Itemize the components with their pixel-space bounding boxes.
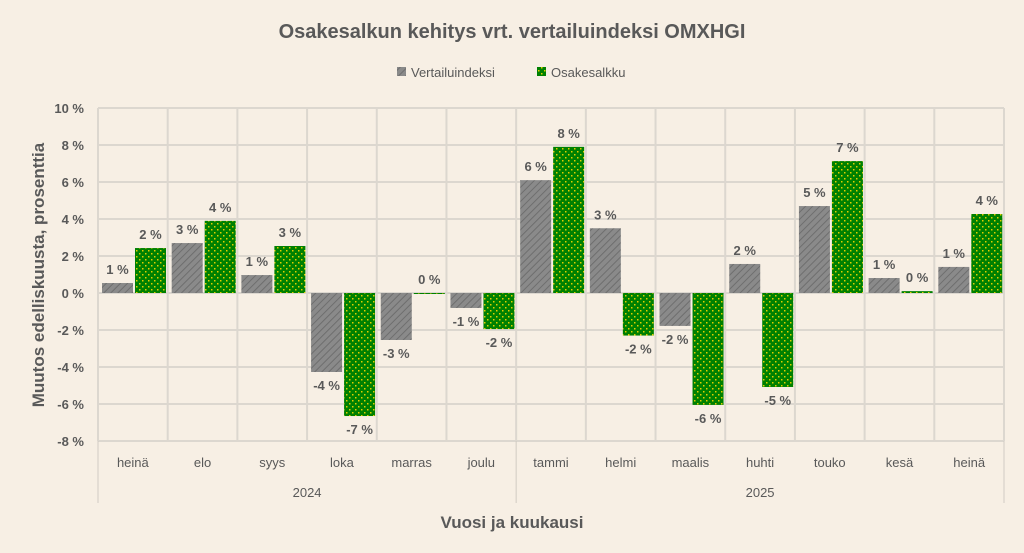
data-label: -3 % xyxy=(383,346,410,361)
x-tick-label: helmi xyxy=(605,455,636,470)
legend-swatch-osakesalkku xyxy=(537,67,546,76)
data-label: 4 % xyxy=(976,193,999,208)
bar-osakesalkku xyxy=(483,293,515,330)
data-label: 1 % xyxy=(943,246,966,261)
year-label: 2024 xyxy=(293,485,322,500)
y-tick-label: -4 % xyxy=(57,360,84,375)
data-label: 6 % xyxy=(524,159,547,174)
y-tick-label: -2 % xyxy=(57,323,84,338)
data-label: -2 % xyxy=(486,335,513,350)
x-tick-label: syys xyxy=(259,455,286,470)
year-label: 2025 xyxy=(746,485,775,500)
data-label: 1 % xyxy=(246,254,269,269)
data-label: 7 % xyxy=(836,140,859,155)
data-label: 0 % xyxy=(906,270,929,285)
bar-osakesalkku xyxy=(135,248,166,293)
bar-vertailuindeksi xyxy=(729,263,761,293)
bar-osakesalkku xyxy=(622,293,654,336)
data-label: -2 % xyxy=(625,342,652,357)
bar-osakesalkku xyxy=(692,293,724,405)
y-tick-label: 6 % xyxy=(62,175,85,190)
legend-label-vertailuindeksi: Vertailuindeksi xyxy=(411,65,495,80)
bar-osakesalkku xyxy=(971,214,1003,293)
bar-osakesalkku xyxy=(553,146,585,293)
y-axis-title: Muutos edelliskuusta, prosenttia xyxy=(29,142,48,407)
y-tick-label: 8 % xyxy=(62,138,85,153)
x-axis-title: Vuosi ja kuukausi xyxy=(441,513,584,532)
bar-vertailuindeksi xyxy=(868,278,900,293)
data-label: 3 % xyxy=(594,207,617,222)
y-tick-label: 0 % xyxy=(62,286,85,301)
data-label: -7 % xyxy=(346,422,373,437)
bar-vertailuindeksi xyxy=(380,293,412,340)
x-tick-label: loka xyxy=(330,455,355,470)
x-tick-label: heinä xyxy=(117,455,150,470)
x-tick-label: marras xyxy=(391,455,432,470)
data-label: 5 % xyxy=(803,185,826,200)
data-label: -5 % xyxy=(764,393,791,408)
bar-vertailuindeksi xyxy=(241,275,273,293)
y-tick-label: -8 % xyxy=(57,434,84,449)
data-label: -2 % xyxy=(662,332,689,347)
bar-vertailuindeksi xyxy=(311,293,343,372)
data-label: 0 % xyxy=(418,272,441,287)
bar-vertailuindeksi xyxy=(450,293,482,308)
bar-osakesalkku xyxy=(901,291,933,293)
bar-vertailuindeksi xyxy=(102,283,133,293)
x-tick-label: tammi xyxy=(533,455,569,470)
data-label: -4 % xyxy=(313,378,340,393)
data-label: -6 % xyxy=(695,411,722,426)
x-tick-label: kesä xyxy=(886,455,914,470)
chart-title: Osakesalkun kehitys vrt. vertailuindeksi… xyxy=(279,21,746,43)
x-tick-label: elo xyxy=(194,455,211,470)
bar-vertailuindeksi xyxy=(659,293,691,326)
data-label: 2 % xyxy=(734,243,757,258)
bar-osakesalkku xyxy=(831,161,863,293)
data-label: 3 % xyxy=(279,225,302,240)
bar-vertailuindeksi xyxy=(171,243,203,293)
data-label: 1 % xyxy=(106,262,129,277)
bar-osakesalkku xyxy=(274,246,306,293)
bar-osakesalkku xyxy=(413,293,445,294)
bar-vertailuindeksi xyxy=(938,266,970,293)
data-label: 2 % xyxy=(139,227,162,242)
bar-vertailuindeksi xyxy=(520,180,552,293)
legend-label-osakesalkku: Osakesalkku xyxy=(551,65,625,80)
bar-vertailuindeksi xyxy=(798,206,830,293)
bar-osakesalkku xyxy=(762,293,794,387)
y-tick-label: 4 % xyxy=(62,212,85,227)
legend: Vertailuindeksi Osakesalkku xyxy=(397,65,625,80)
legend-swatch-vertailuindeksi xyxy=(397,67,406,76)
bar-osakesalkku xyxy=(344,293,376,417)
data-label: 1 % xyxy=(873,257,896,272)
data-label: 8 % xyxy=(557,126,580,141)
x-tick-label: heinä xyxy=(953,455,986,470)
x-tick-label: touko xyxy=(814,455,846,470)
data-label: 4 % xyxy=(209,200,232,215)
bar-osakesalkku xyxy=(204,220,236,293)
y-tick-label: 2 % xyxy=(62,249,85,264)
data-label: -1 % xyxy=(453,314,480,329)
x-tick-label: joulu xyxy=(467,455,495,470)
x-tick-label: huhti xyxy=(746,455,774,470)
data-label: 3 % xyxy=(176,222,199,237)
y-tick-label: -6 % xyxy=(57,397,84,412)
bar-vertailuindeksi xyxy=(589,228,621,293)
x-tick-label: maalis xyxy=(672,455,710,470)
y-tick-label: 10 % xyxy=(54,101,84,116)
